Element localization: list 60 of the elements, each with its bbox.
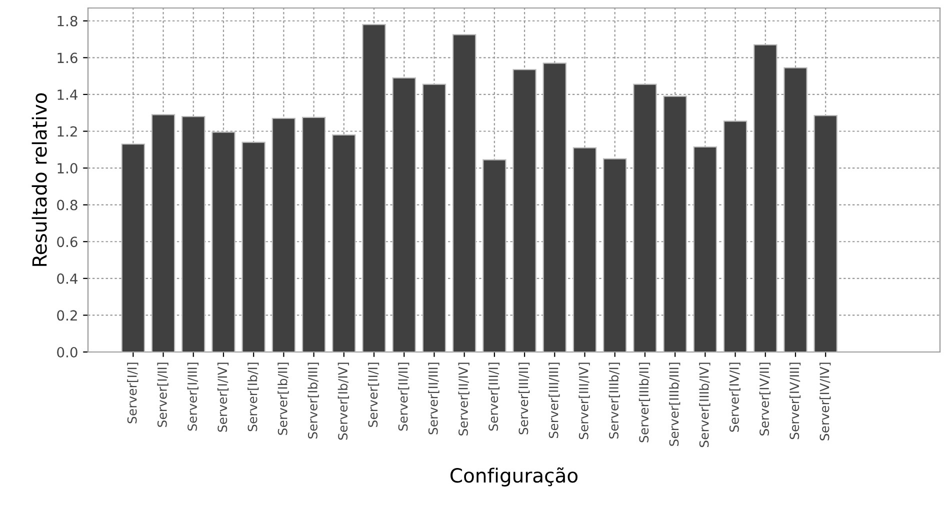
bar — [302, 116, 326, 352]
y-tick-label: 1.2 — [58, 126, 77, 137]
y-tick-label: 1.8 — [58, 16, 78, 26]
x-tick-label: Server[II/III] — [428, 362, 440, 434]
x-tick-label: Server[Ib/I] — [248, 362, 259, 432]
x-tick-label: Server[I/I] — [127, 362, 138, 424]
x-tick-label: Server[IIIb/I] — [608, 362, 620, 439]
x-tick-label: Server[II/IV] — [458, 362, 470, 436]
bar — [332, 134, 356, 352]
bar — [663, 96, 687, 352]
x-tick-label: Server[II/I] — [368, 362, 380, 427]
bar — [362, 24, 386, 352]
x-tick-label: Server[III/IV] — [578, 362, 590, 440]
x-tick-label: Server[I/III] — [187, 362, 198, 431]
bar — [452, 34, 476, 352]
bar — [422, 84, 446, 352]
x-tick-label: Server[III/II] — [518, 362, 530, 434]
y-tick-label: 1.4 — [58, 90, 78, 100]
y-tick-label: 0.8 — [57, 200, 78, 210]
y-axis-title: Resultado relativo — [32, 93, 47, 266]
y-tick-label: 0.2 — [57, 310, 77, 321]
x-tick-label: Server[Ib/IV] — [338, 362, 349, 440]
x-tick-label: Server[IIIb/II] — [638, 362, 650, 442]
bar — [482, 159, 506, 352]
bar — [754, 44, 778, 352]
x-axis-title: Configuração — [450, 467, 578, 487]
y-tick-label: 1.6 — [58, 52, 78, 64]
bar — [512, 69, 536, 352]
bar — [242, 142, 266, 352]
x-tick-label: Server[I/IV] — [217, 362, 229, 432]
x-tick-label: Server[Ib/III] — [308, 362, 319, 439]
x-tick-label: Server[III/III] — [548, 362, 560, 438]
bar — [542, 62, 566, 352]
bar — [121, 144, 146, 352]
x-tick-label: Server[II/II] — [398, 362, 410, 431]
x-tick-label: Server[I/II] — [157, 362, 168, 427]
bar — [392, 77, 416, 352]
bar — [814, 115, 838, 352]
bar — [693, 146, 718, 352]
x-tick-label: Server[IV/III] — [789, 362, 801, 440]
y-tick-label: 0.4 — [57, 273, 78, 284]
y-tick-label: 0.6 — [57, 236, 78, 248]
bar — [603, 158, 627, 352]
bar — [272, 118, 296, 352]
x-tick-label: Server[IIIb/IV] — [699, 362, 710, 448]
y-tick-label: 1.0 — [58, 163, 78, 174]
x-tick-label: Server[IV/II] — [759, 362, 770, 436]
x-tick-label: Server[Ib/II] — [278, 362, 289, 435]
x-tick-label: Server[III/I] — [488, 362, 500, 431]
bar — [151, 114, 176, 352]
x-tick-label: Server[IIIb/III] — [669, 362, 680, 446]
y-tick-label: 0.0 — [57, 346, 78, 358]
bar — [212, 132, 236, 352]
bar — [723, 120, 748, 352]
bar — [572, 147, 597, 352]
x-tick-label: Server[IV/IV] — [820, 362, 831, 440]
x-tick-label: Server[IV/I] — [729, 362, 740, 432]
bar — [633, 84, 657, 352]
bar — [182, 116, 206, 352]
bar — [784, 67, 808, 352]
